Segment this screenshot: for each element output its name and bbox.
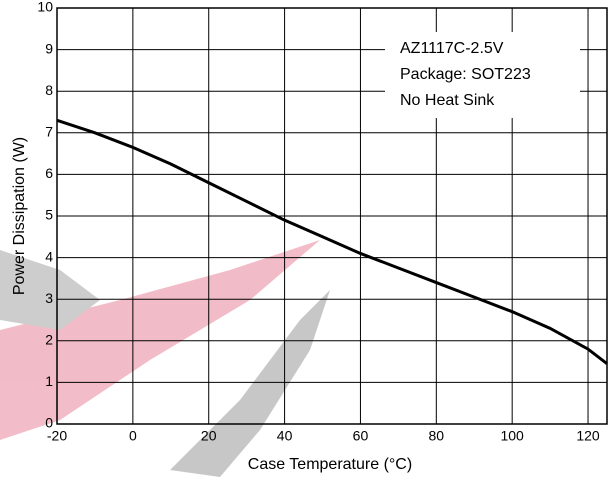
y-axis-label: Power Dissipation (W) [11, 137, 28, 295]
y-tick-label: 10 [37, 0, 53, 15]
watermark [0, 240, 330, 477]
y-tick-label: 6 [45, 165, 53, 181]
y-tick-label: 8 [45, 82, 53, 98]
annotation: No Heat Sink [400, 92, 495, 109]
y-tick-label: 2 [45, 332, 53, 348]
x-tick-label: 60 [353, 428, 369, 444]
y-tick-label: 4 [45, 248, 53, 264]
x-tick-label: 80 [429, 428, 445, 444]
y-tick-label: 9 [45, 40, 53, 56]
x-tick-label: 0 [129, 428, 137, 444]
x-tick-label: 100 [500, 428, 524, 444]
y-tick-label: 1 [45, 373, 53, 389]
data-line [56, 118, 608, 365]
x-tick-label: 40 [277, 428, 293, 444]
y-tick-label: 0 [45, 415, 53, 431]
y-tick-label: 5 [45, 207, 53, 223]
annotation: Package: SOT223 [400, 66, 531, 83]
y-tick-label: 7 [45, 124, 53, 140]
x-tick-label: -20 [47, 428, 67, 444]
annotation: AZ1117C-2.5V [400, 40, 504, 57]
x-axis-label: Case Temperature (°C) [248, 456, 412, 473]
y-tick-label: 3 [45, 290, 53, 306]
annotation-box [385, 32, 580, 118]
plot-frame [56, 7, 608, 425]
x-tick-label: 120 [576, 428, 600, 444]
x-tick-label: 20 [201, 428, 217, 444]
